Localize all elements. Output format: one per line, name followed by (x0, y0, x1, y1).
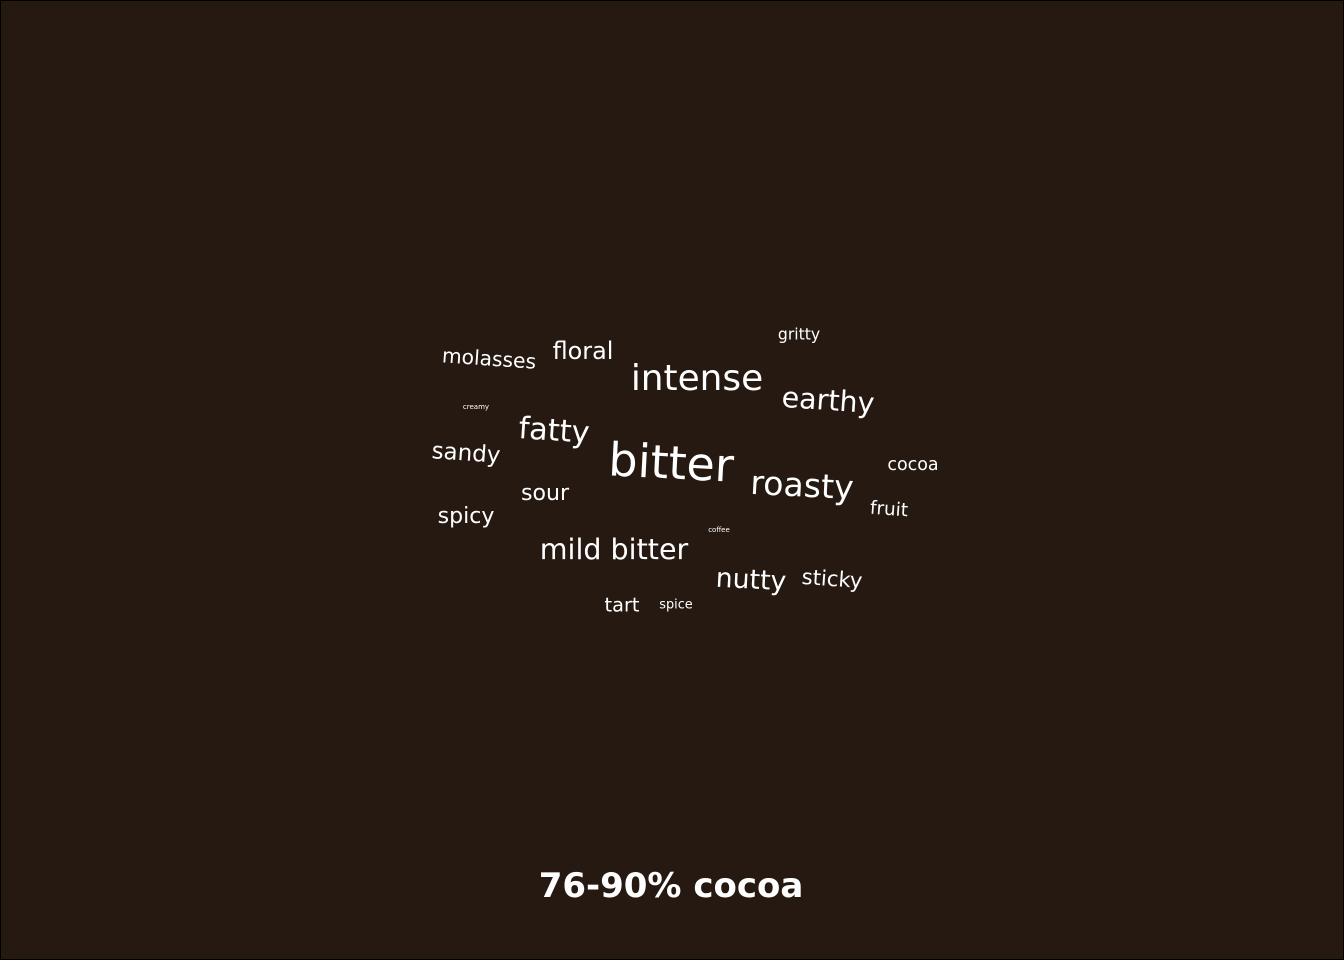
word-sticky: sticky (801, 564, 863, 593)
word-intense: intense (631, 358, 763, 399)
word-sour: sour (521, 481, 570, 506)
chart-caption: 76-90% cocoa (538, 866, 804, 906)
word-roasty: roasty (750, 463, 855, 507)
word-coffee: coffee (708, 526, 730, 534)
word-tart: tart (605, 594, 640, 617)
word-spice: spice (659, 598, 693, 613)
word-molasses: molasses (441, 343, 537, 374)
word-nutty: nutty (715, 563, 787, 598)
word-fruit: fruit (869, 498, 908, 522)
word-creamy: creamy (463, 403, 489, 411)
word-bitter: bitter (607, 432, 735, 492)
word-mild-bitter: mild bitter (540, 533, 689, 566)
word-fatty: fatty (517, 411, 590, 451)
word-earthy: earthy (781, 381, 876, 420)
word-spicy: spicy (438, 504, 495, 529)
word-floral: floral (553, 337, 614, 365)
word-sandy: sandy (431, 438, 502, 469)
word-cocoa: cocoa (887, 455, 938, 475)
word-gritty: gritty (778, 325, 820, 344)
